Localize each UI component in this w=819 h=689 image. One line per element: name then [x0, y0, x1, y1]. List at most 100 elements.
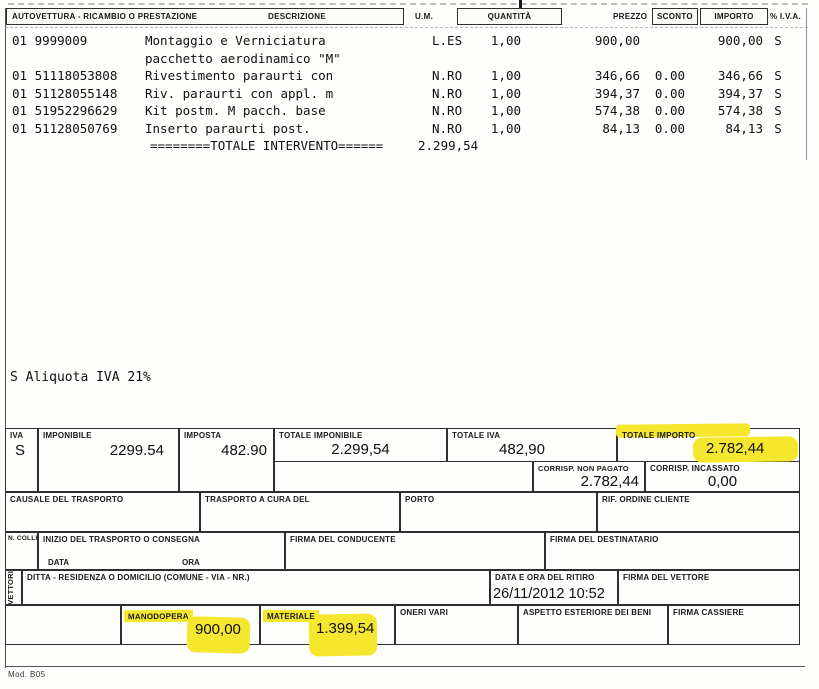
item-amt: 394,37	[717, 85, 763, 101]
item-code: 01 51128055148	[12, 85, 118, 101]
item-price: 900,00	[594, 33, 640, 48]
item-um: N.RO	[432, 120, 463, 136]
item-price: 346,66	[594, 68, 640, 84]
total-intervento-value: 2.299,54	[418, 138, 479, 153]
aspetto-esteriore-label: ASPETTO ESTERIORE DEI BENI	[523, 608, 652, 617]
corrisp-incassato-value: 0,00	[707, 473, 738, 490]
item-code: 01 51952296629	[12, 103, 118, 119]
item-amt: 574,38	[717, 103, 763, 119]
page-right-border	[806, 8, 807, 160]
item-disc: 0.00	[654, 68, 685, 84]
totale-imponibile-label: TOTALE IMPONIBILE	[279, 431, 363, 440]
col-header-descrizione: DESCRIZIONE	[268, 12, 326, 21]
scan-artifact-line	[8, 3, 808, 5]
item-amt: 900,00	[717, 33, 763, 48]
table-row: 01 9999009 Montaggio e Verniciatura L.ES 1,…	[0, 32, 819, 50]
items-rows: 01 9999009 Montaggio e Verniciatura L.ES 1,…	[0, 32, 819, 138]
inizio-trasporto-label: INIZIO DEL TRASPORTO O CONSEGNA	[43, 535, 201, 544]
item-qty: 1,00	[490, 68, 521, 84]
manodopera-label: MANODOPERA	[123, 609, 193, 623]
col-header-quantita: QUANTITÀ	[487, 12, 532, 21]
item-disc: 0.00	[654, 120, 685, 136]
iva-label: IVA	[10, 431, 24, 440]
causale-trasporto-label: CAUSALE DEL TRASPORTO	[10, 495, 124, 504]
cell-firma-destinatario: FIRMA DEL DESTINATARIO	[545, 532, 800, 570]
item-qty: 1,00	[490, 120, 521, 136]
cell-firma-conducente: FIRMA DEL CONDUCENTE	[285, 532, 545, 570]
col-header-importo: IMPORTO	[714, 12, 754, 21]
cell-oneri-vari: ONERI VARI	[395, 605, 518, 645]
total-intervento-label: ========TOTALE INTERVENTO======	[150, 138, 384, 153]
cell-vettori: VETTORI	[5, 570, 22, 605]
cell-firma-vettore: FIRMA DEL VETTORE	[618, 570, 800, 605]
item-vat: S	[774, 103, 782, 119]
cell-data-ora-ritiro: DATA E ORA DEL RITIRO 26/11/2012 10:52	[490, 570, 618, 605]
oneri-vari-label: ONERI VARI	[400, 608, 449, 617]
page-left-border	[5, 8, 6, 668]
cell-causale-trasporto: CAUSALE DEL TRASPORTO	[5, 492, 200, 532]
imponibile-label: IMPONIBILE	[43, 431, 92, 440]
table-row: 01 51118053808 Rivestimento paraurti con N…	[0, 67, 819, 85]
item-code: 01 51128050769	[12, 120, 118, 136]
col-header-perc-iva: % I.V.A.	[770, 12, 802, 21]
header-underline	[5, 27, 808, 28]
mod-reference: Mod. B05	[8, 670, 46, 679]
item-desc: Riv. paraurti con appl. m	[145, 85, 334, 101]
item-vat: S	[774, 120, 782, 136]
table-row: 01 51952296629 Kit postm. M pacch. base N.…	[0, 102, 819, 120]
firma-cassiere-label: FIRMA CASSIERE	[673, 608, 744, 617]
ditta-residenza-label: DITTA - RESIDENZA O DOMICILIO (COMUNE - …	[27, 573, 250, 582]
col-header-autovettura: AUTOVETTURA - RICAMBIO O PRESTAZIONE	[12, 12, 198, 21]
cell-trasporto-a-cura: TRASPORTO A CURA DEL	[200, 492, 400, 532]
ora-label: ORA	[182, 558, 200, 567]
imponibile-value: 2299.54	[109, 442, 164, 459]
porto-label: PORTO	[405, 495, 435, 504]
manodopera-value: 900,00	[195, 621, 241, 638]
cell-firma-cassiere: FIRMA CASSIERE	[668, 605, 800, 645]
cell-totale-imponibile: TOTALE IMPONIBILE 2.299,54	[274, 428, 447, 462]
col-header-um: U.M.	[415, 12, 434, 21]
item-amt: 346,66	[717, 68, 763, 84]
item-code: 01 9999009	[12, 33, 88, 48]
data-ora-ritiro-label: DATA E ORA DEL RITIRO	[495, 573, 595, 582]
col-header-prezzo: PREZZO	[613, 12, 648, 21]
item-price: 574,38	[594, 103, 640, 119]
item-um: N.RO	[432, 68, 463, 84]
cell-aspetto-esteriore: ASPETTO ESTERIORE DEI BENI	[518, 605, 668, 645]
totale-iva-label: TOTALE IVA	[452, 431, 501, 440]
corrisp-non-pagato-value: 2.782,44	[580, 473, 639, 490]
header-box-description: AUTOVETTURA - RICAMBIO O PRESTAZIONE DES…	[6, 8, 404, 25]
totale-importo-value: 2.782,44	[706, 440, 765, 457]
cell-materiale: MATERIALE 1.399,54	[260, 605, 395, 657]
cell-inizio-trasporto: INIZIO DEL TRASPORTO O CONSEGNA DATA ORA	[38, 532, 285, 570]
firma-conducente-label: FIRMA DEL CONDUCENTE	[290, 535, 396, 544]
cell-ditta-residenza: DITTA - RESIDENZA O DOMICILIO (COMUNE - …	[22, 570, 490, 605]
item-desc: pacchetto aerodinamico "M"	[145, 50, 341, 66]
imposta-label: IMPOSTA	[184, 431, 222, 440]
col-header-sconto: SCONTO	[657, 12, 693, 21]
trasporto-a-cura-label: TRASPORTO A CURA DEL	[205, 495, 310, 504]
header-box-quantita: QUANTITÀ	[457, 8, 562, 25]
cell-imponibile: IMPONIBILE 2299.54	[38, 428, 179, 492]
materiale-value: 1.399,54	[316, 620, 375, 637]
item-desc: Kit postm. M pacch. base	[145, 103, 326, 119]
n-colli-label: N. COLLI	[8, 535, 38, 542]
item-vat: S	[774, 85, 782, 101]
totale-imponibile-value: 2.299,54	[331, 441, 390, 458]
item-um: N.RO	[432, 103, 463, 119]
item-vat: S	[774, 68, 782, 84]
imposta-value: 482.90	[221, 442, 267, 459]
vat-note: S Aliquota IVA 21%	[10, 370, 151, 385]
iva-value: S	[15, 442, 26, 459]
item-code: 01 51118053808	[12, 68, 118, 84]
item-desc: Montaggio e Verniciatura	[145, 33, 326, 48]
totale-importo-label: TOTALE IMPORTO	[622, 431, 696, 440]
item-qty: 1,00	[490, 85, 521, 101]
vettori-label: VETTORI	[6, 571, 15, 605]
cell-totale-importo: TOTALE IMPORTO 2.782,44	[615, 423, 800, 463]
item-um: L.ES	[432, 33, 463, 48]
cell-n-colli: N. COLLI	[5, 532, 38, 570]
materiale-label: MATERIALE	[263, 610, 319, 622]
scan-artifact-tick	[519, 0, 522, 9]
